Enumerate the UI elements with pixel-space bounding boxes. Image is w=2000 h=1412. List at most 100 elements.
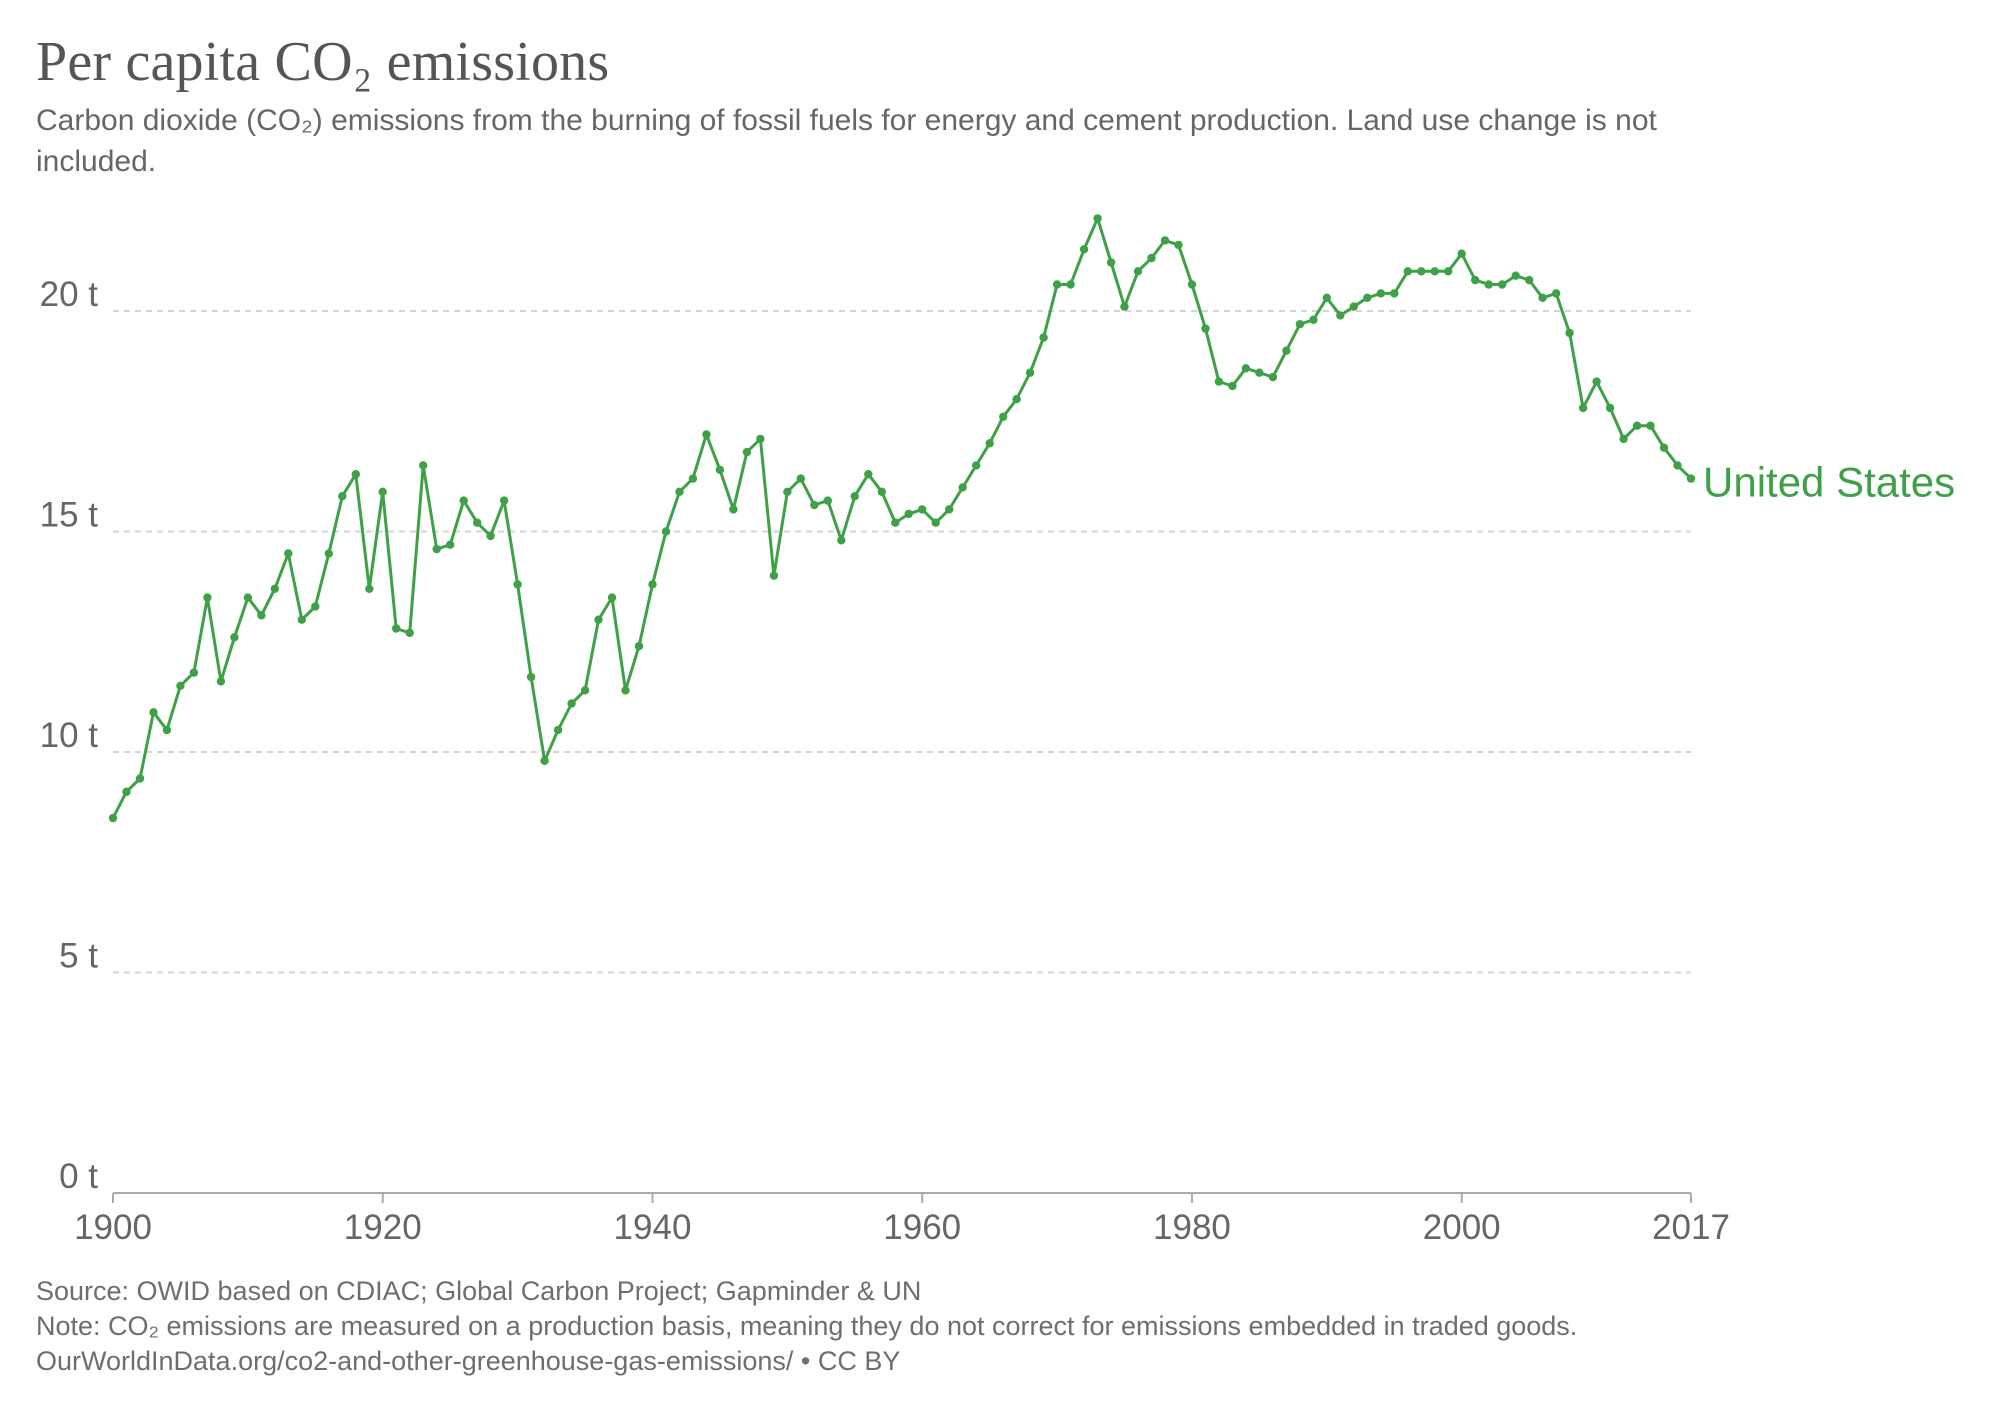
data-point: [742, 447, 752, 457]
data-point: [553, 725, 563, 735]
data-point: [702, 430, 711, 439]
data-point: [1376, 289, 1386, 298]
url-license-link[interactable]: OurWorldInData.org/co2-and-other-greenho…: [36, 1346, 901, 1376]
data-point: [1525, 275, 1534, 285]
data-point: [1430, 267, 1439, 276]
data-point: [1187, 280, 1197, 289]
data-point: [567, 699, 576, 708]
data-point: [783, 487, 792, 496]
data-point: [526, 672, 536, 682]
data-point: [823, 496, 832, 505]
data-point: [203, 593, 212, 602]
series-line-united-states: [111, 216, 1693, 819]
data-point: [607, 593, 617, 602]
data-point: [311, 602, 320, 611]
data-point: [1498, 280, 1507, 289]
data-point: [648, 580, 657, 589]
data-point: [756, 434, 765, 444]
x-tick-label: 2017: [1652, 1208, 1730, 1247]
data-point: [580, 686, 590, 695]
data-point: [1039, 333, 1048, 342]
data-point: [499, 496, 509, 505]
data-point: [958, 483, 967, 492]
data-point: [270, 584, 279, 593]
data-point: [1160, 236, 1170, 245]
data-point: [108, 813, 118, 823]
data-point: [1659, 443, 1669, 452]
data-point: [189, 668, 199, 677]
data-point: [1417, 267, 1426, 276]
data-point: [459, 496, 468, 505]
data-point: [1349, 302, 1359, 311]
data-point: [1025, 368, 1035, 377]
data-point: [1484, 280, 1493, 289]
data-point: [1646, 421, 1655, 430]
data-point: [351, 470, 360, 479]
data-point: [1538, 293, 1547, 302]
chart-subtitle: Carbon dioxide (CO₂) emissions from the …: [36, 104, 1657, 178]
data-point: [850, 492, 859, 501]
data-point: [446, 540, 455, 549]
data-point: [1268, 372, 1278, 382]
data-point: [486, 531, 495, 541]
data-point: [904, 509, 913, 519]
data-point: [1012, 395, 1021, 404]
data-point: [338, 492, 347, 501]
chart-footer: Source: OWID based on CDIAC; Global Carb…: [36, 1274, 1577, 1379]
data-point: [945, 505, 954, 514]
y-tick-label: 5 t: [59, 937, 98, 976]
data-point: [810, 500, 819, 510]
x-tick-label: 1980: [1153, 1208, 1231, 1247]
data-point: [297, 615, 306, 624]
data-point: [1241, 364, 1251, 373]
data-point: [1551, 289, 1561, 298]
data-point: [324, 549, 333, 558]
data-point: [540, 756, 549, 765]
data-point: [1052, 280, 1062, 289]
series-label-united-states: United States: [1703, 459, 1955, 506]
data-point: [675, 487, 684, 496]
axes: 0 t 5 t 10 t 15 t 20 t 1900 1920 1940 1960 1980 20…: [40, 275, 1730, 1247]
note-text: Note: CO₂ emissions are measured on a pr…: [36, 1311, 1578, 1341]
source-text: Source: OWID based on CDIAC; Global Carb…: [36, 1276, 922, 1306]
data-point: [1673, 461, 1682, 470]
data-point: [1106, 258, 1116, 267]
data-point: [405, 628, 414, 638]
data-point: [1214, 377, 1224, 386]
data-point: [365, 584, 374, 593]
data-point: [891, 518, 900, 527]
data-point: [1471, 275, 1480, 285]
y-tick-label: 0 t: [59, 1157, 98, 1196]
data-point: [729, 505, 738, 514]
data-point: [1228, 381, 1237, 391]
data-point: [1133, 267, 1143, 276]
data-point: [1120, 302, 1129, 311]
data-point: [715, 465, 725, 474]
data-point: [284, 549, 293, 558]
data-point: [1322, 293, 1332, 302]
data-point: [1578, 403, 1588, 413]
data-point: [661, 527, 671, 536]
data-point: [864, 470, 873, 479]
data-point: [1174, 240, 1183, 250]
data-point: [1565, 328, 1574, 338]
series-united-states: [108, 214, 1696, 823]
data-point: [1255, 368, 1264, 377]
data-point: [634, 642, 644, 651]
gridlines: [113, 310, 1691, 974]
data-point: [1201, 324, 1210, 333]
data-point: [419, 461, 428, 470]
data-point: [931, 518, 940, 527]
data-point: [257, 611, 266, 620]
data-point: [230, 633, 239, 642]
series-labels: United States: [1703, 459, 1955, 506]
data-point: [1066, 280, 1075, 289]
data-point: [1605, 403, 1615, 413]
data-point: [1390, 289, 1399, 298]
data-point: [135, 774, 145, 783]
data-point: [1444, 267, 1453, 276]
y-tick-label: 15 t: [40, 496, 99, 535]
x-tick-label: 2000: [1423, 1208, 1501, 1247]
data-point: [1632, 421, 1642, 430]
